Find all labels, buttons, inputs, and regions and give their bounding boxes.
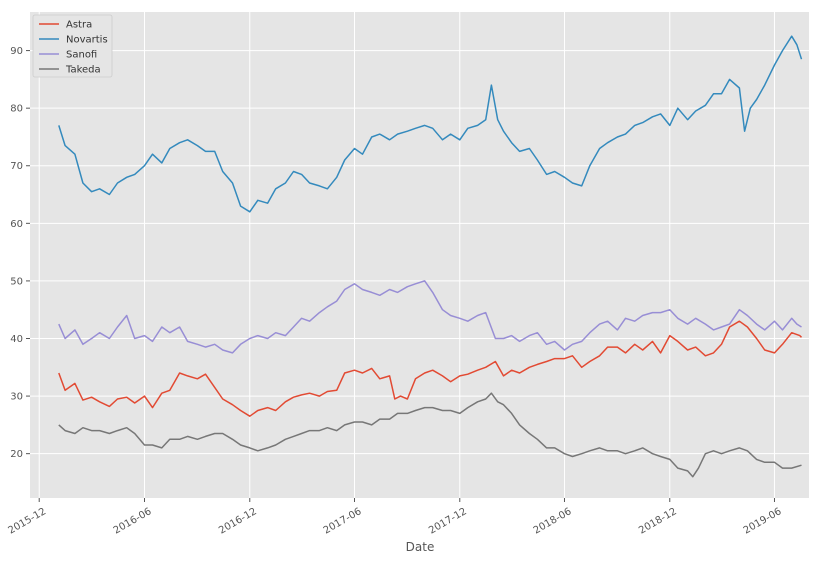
legend-label-astra: Astra (66, 20, 92, 31)
legend-label-novartis: Novartis (66, 35, 108, 46)
gridlines (30, 12, 809, 498)
x-tick-label: 2016-06 (112, 506, 154, 536)
plot-background (30, 12, 809, 498)
x-tick-label: 2017-06 (322, 506, 364, 536)
y-tick-label: 70 (10, 161, 23, 172)
legend-box (32, 14, 113, 78)
legend-label-sanofi: Sanofi (66, 50, 97, 61)
x-tick-label: 2018-06 (532, 506, 574, 536)
y-tick-label: 20 (10, 449, 23, 460)
x-axis-title: Date (406, 540, 435, 554)
legend: Astra Novartis Sanofi Takeda (32, 14, 113, 78)
y-tick-label: 90 (10, 46, 23, 57)
series-lines (58, 35, 803, 478)
series-line-sanofi (58, 280, 802, 354)
x-tick-label: 2019-06 (742, 506, 784, 536)
series-line-astra (58, 320, 803, 417)
x-tick-label: 2016-12 (217, 506, 259, 536)
y-tick-label: 40 (10, 334, 23, 345)
y-tick-label: 60 (10, 219, 23, 230)
x-tick-label: 2017-12 (427, 506, 469, 536)
series-line-takeda (58, 392, 802, 478)
y-tick-label: 50 (10, 276, 23, 287)
y-tick-label: 30 (10, 392, 23, 403)
x-tick-label: 2018-12 (637, 506, 679, 536)
series-line-novartis (58, 35, 803, 213)
x-axis-ticks: 2015-12 2016-06 2016-12 2017-06 2017-12 2018-… (7, 498, 784, 537)
y-axis-ticks: 20 30 40 50 60 70 80 90 (10, 46, 30, 460)
y-tick-label: 80 (10, 104, 23, 115)
x-tick-label: 2015-12 (7, 506, 49, 536)
legend-label-takeda: Takeda (65, 65, 101, 76)
